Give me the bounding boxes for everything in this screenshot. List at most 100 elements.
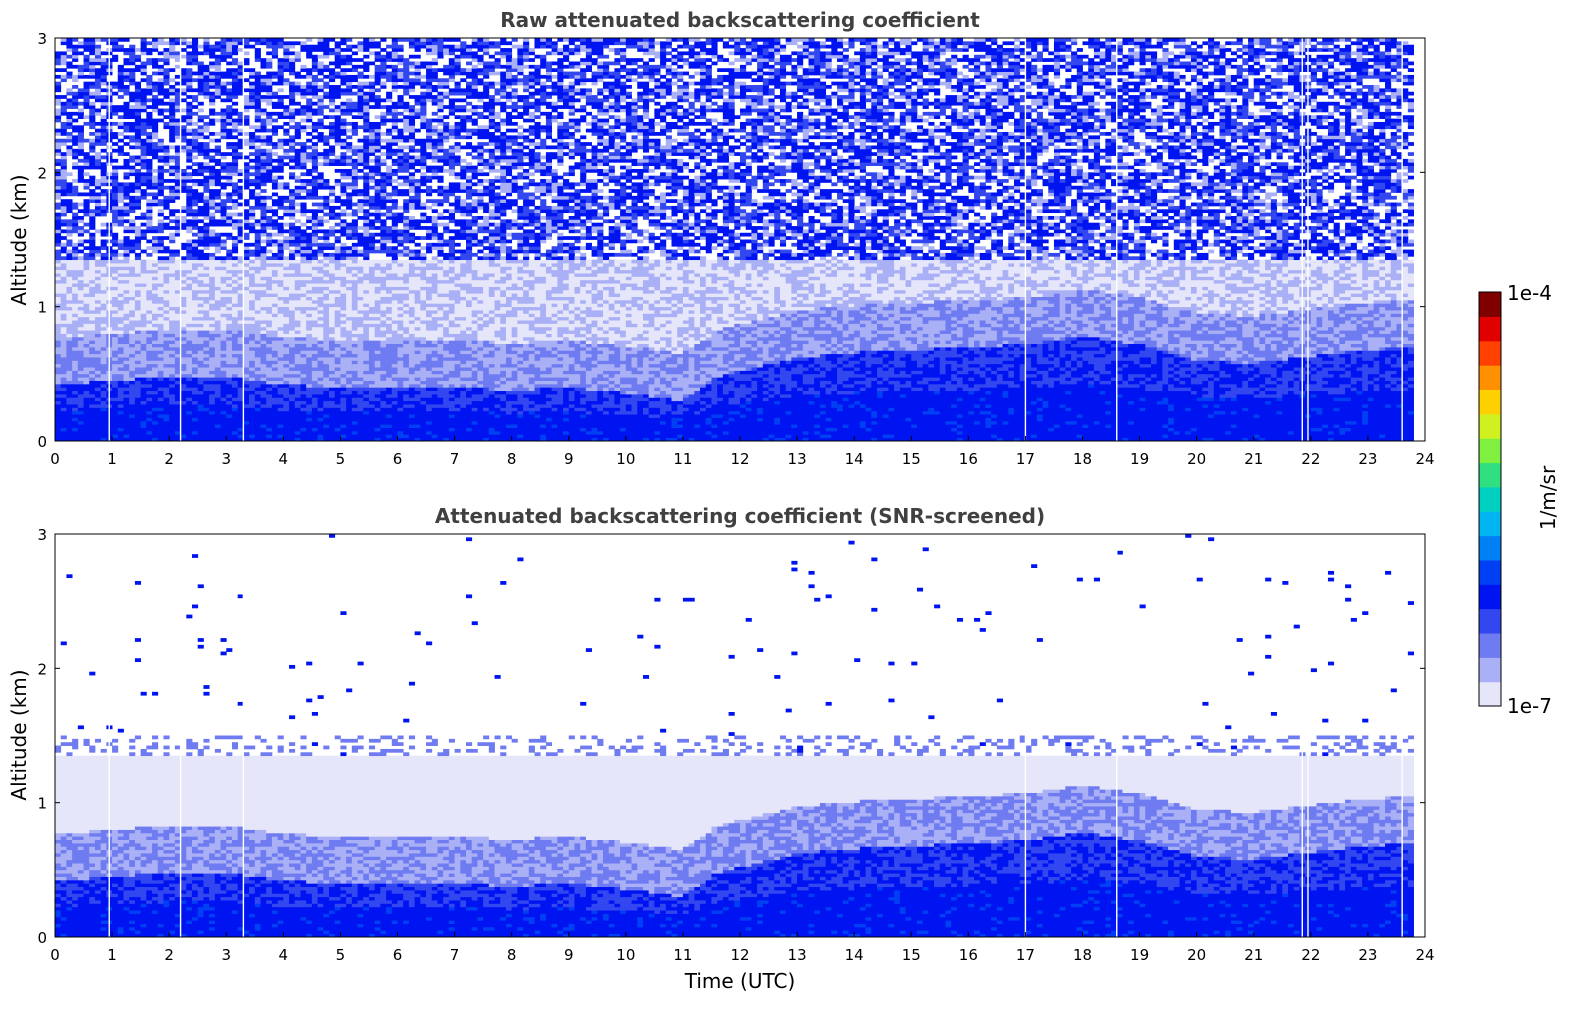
heatmap-cell [78, 152, 84, 156]
heatmap-cell [89, 209, 95, 213]
heatmap-cell [101, 122, 107, 126]
heatmap-cell [66, 417, 72, 421]
heatmap-cell [72, 129, 78, 133]
heatmap-cell [95, 360, 101, 364]
heatmap-cell [66, 344, 72, 348]
heatmap-cell [78, 310, 84, 314]
heatmap-cell [84, 62, 90, 66]
panel-title-raw: Raw attenuated backscattering coefficien… [500, 8, 980, 32]
heatmap-cell [95, 192, 101, 196]
heatmap-cell [61, 166, 67, 170]
heatmap-cell [84, 75, 90, 79]
heatmap-cell [66, 340, 72, 344]
heatmap-cell [89, 377, 95, 381]
heatmap-cell [101, 51, 107, 55]
heatmap-cell [95, 293, 101, 297]
heatmap-cell [55, 219, 61, 223]
heatmap-cell [61, 62, 67, 66]
heatmap-cell [61, 421, 67, 425]
heatmap-cell [101, 243, 107, 247]
heatmap-cell [66, 253, 72, 257]
heatmap-cell [55, 273, 61, 277]
heatmap-cell [78, 263, 84, 267]
heatmap-cell [95, 297, 101, 301]
heatmap-cell [95, 357, 101, 361]
heatmap-cell [78, 424, 84, 428]
heatmap-cell [72, 250, 78, 254]
heatmap-cell [78, 300, 84, 304]
heatmap-cell [55, 391, 61, 395]
heatmap-cell [66, 360, 72, 364]
heatmap-cell [95, 434, 101, 438]
heatmap-cell [72, 404, 78, 408]
heatmap-cell [55, 260, 61, 264]
heatmap-cell [84, 253, 90, 257]
heatmap-cell [72, 273, 78, 277]
heatmap-cell [61, 112, 67, 116]
heatmap-cell [61, 179, 67, 183]
heatmap-cell [78, 283, 84, 287]
heatmap-cell [66, 45, 72, 49]
heatmap-cell [95, 364, 101, 368]
heatmap-cell [84, 317, 90, 321]
heatmap-cell [95, 334, 101, 338]
heatmap-cell [95, 287, 101, 291]
heatmap-cell [101, 102, 107, 106]
heatmap-cell [89, 300, 95, 304]
heatmap-cell [72, 186, 78, 190]
heatmap-cell [78, 129, 84, 133]
heatmap-cell [55, 290, 61, 294]
heatmap-cell [66, 186, 72, 190]
heatmap-cell [89, 109, 95, 113]
heatmap-cell [55, 253, 61, 257]
heatmap-cell [61, 270, 67, 274]
heatmap-cell [72, 334, 78, 338]
heatmap-cell [78, 209, 84, 213]
heatmap-cell [55, 417, 61, 421]
heatmap-cell [72, 179, 78, 183]
heatmap-cell [61, 283, 67, 287]
heatmap-cell [101, 256, 107, 260]
heatmap-cell [55, 85, 61, 89]
heatmap-cell [66, 310, 72, 314]
heatmap-cell [84, 246, 90, 250]
heatmap-cell [101, 394, 107, 398]
heatmap-cell [66, 226, 72, 230]
heatmap-cell [101, 297, 107, 301]
heatmap-cell [89, 317, 95, 321]
heatmap-cell [78, 88, 84, 92]
heatmap-cell [89, 48, 95, 52]
heatmap-cell [101, 82, 107, 86]
heatmap-cell [95, 270, 101, 274]
heatmap-cell [61, 176, 67, 180]
heatmap-cell [61, 287, 67, 291]
heatmap-cell [66, 334, 72, 338]
heatmap-cell [84, 48, 90, 52]
heatmap-cell [95, 109, 101, 113]
heatmap-cell [84, 307, 90, 311]
heatmap-cell [61, 250, 67, 254]
heatmap-cell [66, 370, 72, 374]
heatmap-cell [95, 72, 101, 76]
heatmap-cell [61, 297, 67, 301]
heatmap-cell [55, 145, 61, 149]
heatmap-cell [72, 216, 78, 220]
heatmap-cell [66, 203, 72, 207]
heatmap-cell [78, 374, 84, 378]
heatmap-cell [101, 404, 107, 408]
heatmap-cell [84, 102, 90, 106]
heatmap-cell [72, 434, 78, 438]
heatmap-cell [89, 196, 95, 200]
heatmap-cell [89, 51, 95, 55]
heatmap-cell [55, 340, 61, 344]
heatmap-cell [66, 367, 72, 371]
heatmap-cell [55, 434, 61, 438]
heatmap-cell [101, 381, 107, 385]
heatmap-cell [78, 273, 84, 277]
heatmap-cell [101, 95, 107, 99]
heatmap-cell [72, 75, 78, 79]
heatmap-cell [66, 125, 72, 129]
heatmap-cell [101, 397, 107, 401]
heatmap-cell [61, 256, 67, 260]
heatmap-cell [84, 166, 90, 170]
